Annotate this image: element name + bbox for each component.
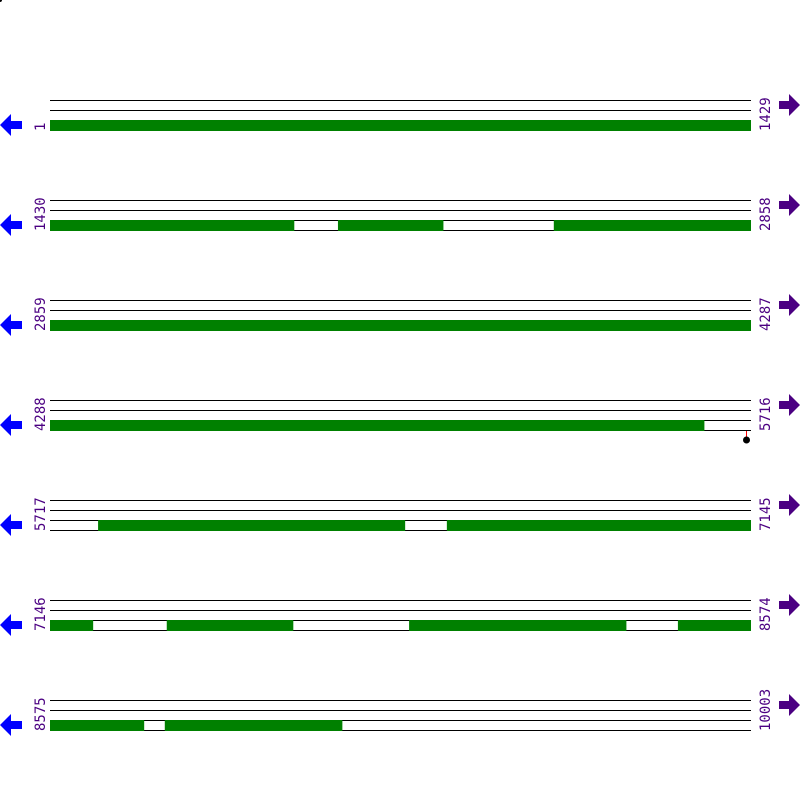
arrow-right-icon[interactable]	[779, 594, 800, 616]
track-row: 1430 2858	[0, 194, 800, 236]
row-start-label: 5717	[33, 497, 49, 531]
gene-segment[interactable]	[50, 620, 94, 631]
row-start-label: 1430	[33, 197, 49, 231]
track-row: 8575 10003	[0, 689, 800, 736]
row-start-label: 2859	[33, 297, 49, 331]
arrow-right-icon[interactable]	[779, 694, 800, 716]
track-row: 2859 4287	[0, 294, 800, 336]
marker-dot[interactable]	[743, 436, 750, 444]
row-end-label: 5716	[758, 397, 774, 431]
track-row: 4288 5716	[0, 394, 800, 444]
arrow-right-icon[interactable]	[779, 194, 800, 216]
track-row: 5717 7145	[0, 494, 800, 536]
row-start-label: 1	[33, 123, 49, 131]
gene-segment[interactable]	[337, 220, 444, 231]
row-end-label: 7145	[758, 497, 774, 531]
arrow-left-icon[interactable]	[0, 214, 22, 236]
gene-segment[interactable]	[50, 220, 295, 231]
track-row: 1 1429	[0, 94, 800, 136]
arrow-right-icon[interactable]	[779, 394, 800, 416]
row-end-label: 10003	[758, 689, 774, 731]
arrow-left-icon[interactable]	[0, 414, 22, 436]
gene-segment[interactable]	[677, 620, 751, 631]
gene-segment[interactable]	[50, 420, 705, 431]
arrow-left-icon[interactable]	[0, 114, 22, 136]
row-end-label: 1429	[758, 97, 774, 131]
arrow-right-icon[interactable]	[779, 94, 800, 116]
row-end-label: 4287	[758, 297, 774, 331]
gene-segment[interactable]	[164, 720, 343, 731]
arrow-left-icon[interactable]	[0, 514, 22, 536]
gene-segment[interactable]	[50, 320, 751, 331]
row-start-label: 8575	[33, 697, 49, 731]
arrow-left-icon[interactable]	[0, 614, 22, 636]
gene-segment[interactable]	[50, 720, 145, 731]
gene-segment[interactable]	[409, 620, 627, 631]
row-end-label: 2858	[758, 197, 774, 231]
track-row: 7146 8574	[0, 594, 800, 636]
arrow-right-icon[interactable]	[779, 294, 800, 316]
corner-dot	[0, 0, 2, 2]
arrow-right-icon[interactable]	[779, 494, 800, 516]
gene-segment[interactable]	[446, 520, 751, 531]
arrow-left-icon[interactable]	[0, 314, 22, 336]
gene-segment[interactable]	[98, 520, 406, 531]
arrow-left-icon[interactable]	[0, 714, 22, 736]
row-start-label: 4288	[33, 397, 49, 431]
row-end-label: 8574	[758, 597, 774, 631]
gene-segment[interactable]	[553, 220, 751, 231]
gene-segment[interactable]	[166, 620, 294, 631]
row-start-label: 7146	[33, 597, 49, 631]
gene-segment[interactable]	[50, 120, 751, 131]
